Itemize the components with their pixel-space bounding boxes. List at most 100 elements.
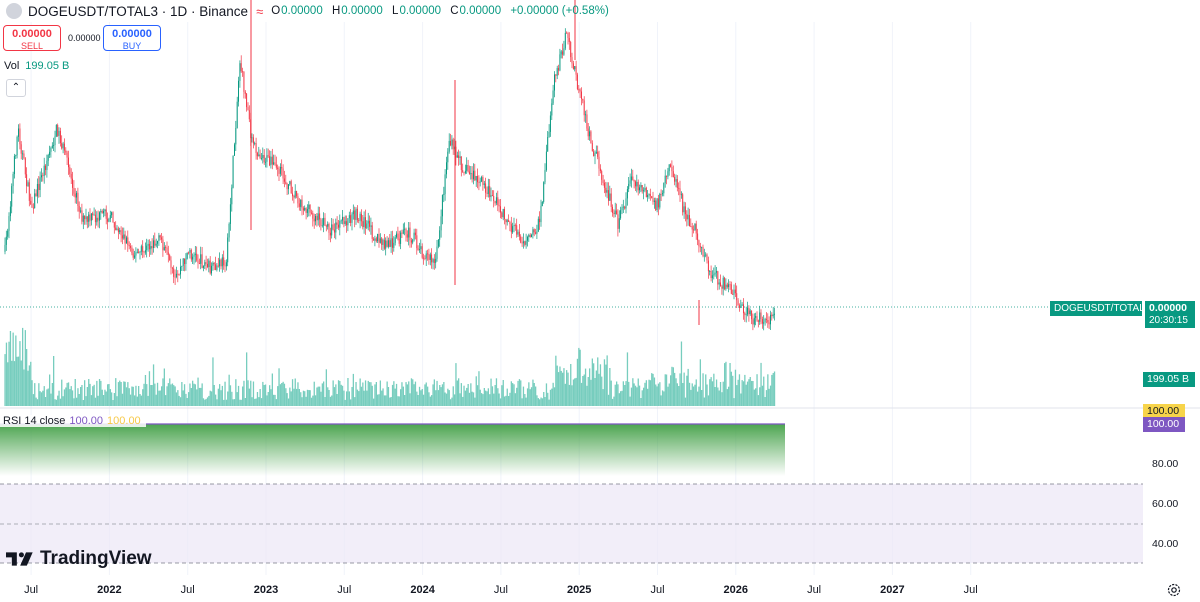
rsi-legend[interactable]: RSI 14 close 100.00 100.00 [0,415,146,427]
chart-grid [30,22,972,575]
rsi-axis-tick: 40.00 [1152,538,1179,550]
volume-bar [451,397,453,406]
time-axis-label: Jul [963,584,978,596]
symbol-title[interactable]: DOGEUSDT/TOTAL3 · 1D · Binance [28,3,249,19]
volume-bar [772,373,774,406]
candle-body [358,220,360,221]
volume-bar [518,379,521,406]
candle-body [560,51,562,55]
candle-body [497,197,499,205]
volume-bar [236,392,238,406]
volume-bar [478,371,480,406]
candle-body [370,225,372,227]
candle-body [298,203,300,207]
candle-body [609,193,611,201]
volume-bar [109,389,111,406]
candle-body [763,322,765,324]
volume-bar [325,369,327,406]
candle-body [387,240,389,247]
volume-bar [373,398,375,406]
volume-bar [734,369,737,406]
volume-bar [243,380,245,406]
sell-price: 0.00000 [12,28,52,40]
candle-body [413,232,415,240]
volume-bar [121,393,124,406]
candle-body [386,240,388,247]
volume-bar [409,393,411,406]
candle-body [30,200,32,204]
volume-bar [46,389,48,406]
candle-body [624,206,626,209]
settings-gear-icon[interactable] [1166,582,1182,598]
candle-body [559,54,561,71]
volume-bar [498,393,500,406]
candle-body [224,265,226,267]
sell-button[interactable]: 0.00000 SELL [3,25,61,51]
candle-body [524,241,526,245]
candle-body [78,205,80,212]
volume-bar [505,395,507,406]
candle-body [626,189,628,199]
volume-bar [286,393,288,406]
volume-bar [406,384,408,406]
volume-bar [563,368,565,406]
volume-bar [146,384,148,406]
candle-body [447,151,449,163]
volume-bar [637,378,639,406]
volume-bar [264,384,267,406]
candle-body [35,193,37,197]
candle-body [595,151,597,154]
volume-legend[interactable]: Vol 199.05 B [4,60,69,72]
volume-bar [7,362,9,406]
candle-body [211,265,212,274]
volume-bar [47,388,49,406]
candle-body [724,277,726,290]
volume-bar [294,378,296,406]
volume-bar [320,391,322,406]
candle-body [452,139,454,150]
volume-bar [711,381,714,406]
volume-bar [617,384,619,406]
volume-bar [497,388,499,406]
collapse-legend-icon[interactable]: ⌃ [6,79,26,97]
candle-body [697,233,699,241]
tradingview-logo[interactable]: TradingView [6,548,152,570]
volume-bar [13,361,16,406]
volume-bar [161,386,163,406]
volume-bar [368,382,371,406]
candle-body [589,131,591,137]
volume-bar [117,382,120,406]
candle-body [208,260,210,267]
candle-body [749,310,751,315]
candle-body [728,284,730,287]
volume-bar [301,397,303,406]
volume-bar [327,387,329,406]
rsi-legend-label: RSI 14 close [3,415,66,427]
candle-body [512,226,514,233]
candle-body [43,165,45,176]
candle-body [686,214,688,220]
candle-body [290,181,292,194]
candle-body [732,293,734,295]
volume-bar [397,396,399,406]
candle-body [333,229,335,233]
volume-bar [383,395,386,406]
volume-bar [49,374,51,406]
candle-body [169,255,171,261]
volume-bar [381,390,383,406]
volume-bar [128,388,130,406]
rsi-band-background [0,484,1143,563]
candle-body [204,262,206,266]
candle-body [707,260,709,272]
volume-bar [204,399,206,406]
buy-button[interactable]: 0.00000 BUY [103,25,161,51]
volume-bar [412,379,414,406]
volume-bar [341,385,344,406]
volume-bar [418,386,421,406]
candle-body [516,225,518,235]
volume-bar [746,381,749,406]
candle-body [441,195,443,217]
volume-bar [416,391,418,406]
candle-body [693,229,694,231]
